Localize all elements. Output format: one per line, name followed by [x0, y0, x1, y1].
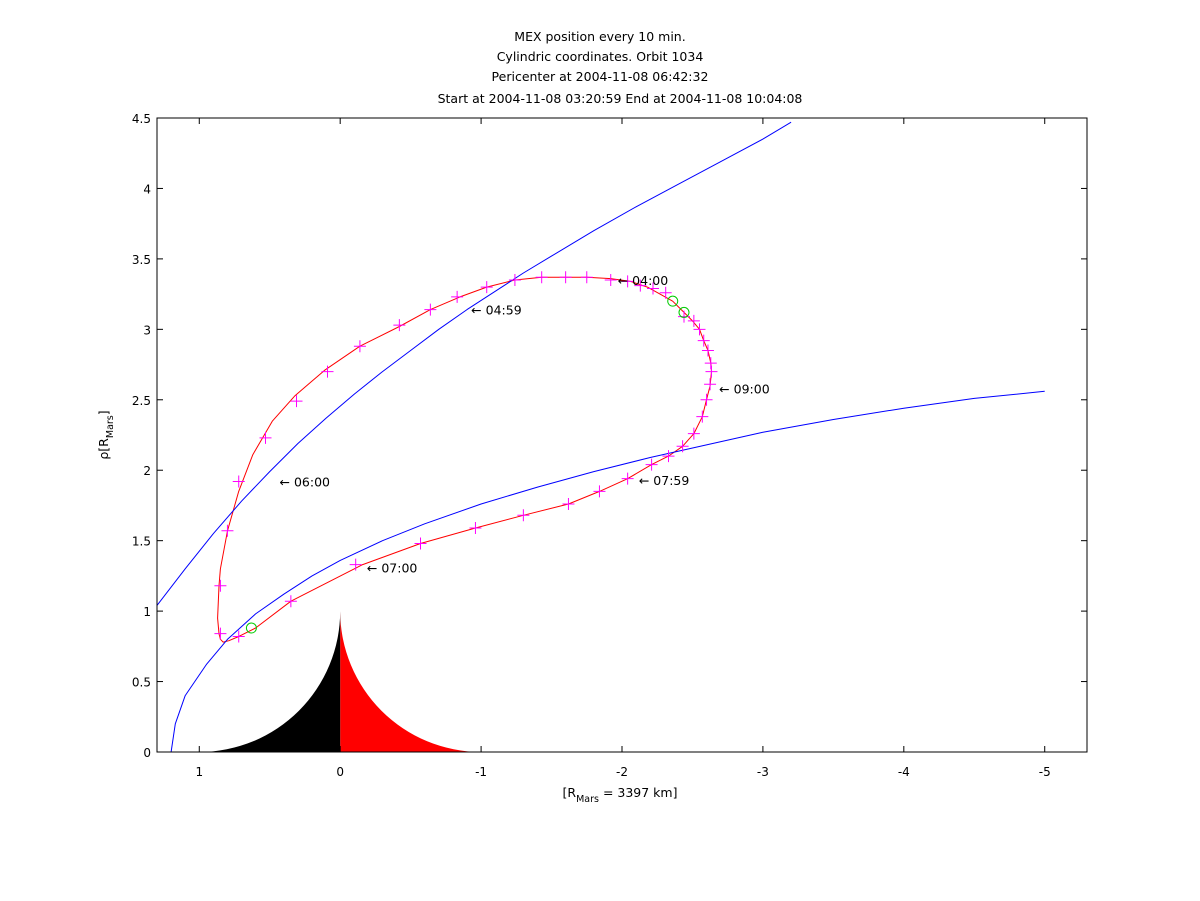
y-tick-label: 2 [143, 464, 151, 478]
title-line-1: MEX position every 10 min. [514, 29, 685, 44]
orbit-marker [508, 274, 521, 287]
orbit-marker [232, 475, 245, 488]
chart-title: MEX position every 10 min. Cylindric coo… [438, 29, 803, 106]
y-tick-label: 1 [143, 605, 151, 619]
time-annotation: ← 06:00 [280, 474, 331, 489]
orbit-marker [634, 279, 647, 292]
boundary-crossing-marker [245, 622, 257, 634]
y-tick-label: 2.5 [132, 394, 151, 408]
time-annotation: ← 07:00 [367, 560, 418, 575]
y-tick-label: 4.5 [132, 112, 151, 126]
series-boundary-outer [157, 121, 792, 606]
orbit-marker [451, 290, 464, 303]
mars-nightside [199, 611, 341, 752]
y-tick-label: 3 [143, 323, 151, 337]
orbit-marker [693, 323, 706, 336]
orbit-marker [662, 450, 675, 463]
y-axis: 0 0.5 1 1.5 2 2.5 3 3.5 4 4.5 [132, 112, 1087, 760]
orbit-marker [659, 286, 672, 299]
orbit-marker [290, 395, 303, 408]
orbit-marker [704, 357, 717, 370]
markers-layer [214, 271, 718, 643]
orbit-marker [259, 431, 272, 444]
x-axis-label-prefix: [R [563, 785, 577, 800]
x-tick-label: -1 [475, 765, 487, 779]
orbit-marker [321, 365, 334, 378]
orbit-marker [621, 472, 634, 485]
orbit-marker [604, 274, 617, 287]
title-line-3: Pericenter at 2004-11-08 06:42:32 [492, 69, 709, 84]
orbit-marker [424, 303, 437, 316]
y-tick-label: 0 [143, 746, 151, 760]
orbit-marker [517, 509, 530, 522]
x-tick-label: -4 [898, 765, 910, 779]
orbit-marker [647, 282, 659, 295]
boundary-crossing-marker [678, 306, 690, 318]
orbit-marker [593, 485, 606, 498]
series-orbit [217, 276, 712, 643]
orbit-marker [678, 310, 690, 323]
y-tick-label: 4 [143, 182, 151, 196]
orbit-marker [469, 521, 482, 534]
orbit-marker [621, 275, 634, 288]
orbit-marker [214, 579, 227, 592]
y-tick-label: 3.5 [132, 253, 151, 267]
orbit-marker [480, 281, 493, 294]
orbit-marker [353, 340, 366, 353]
orbit-marker [232, 630, 245, 643]
orbit-marker [559, 271, 572, 284]
orbit-marker [687, 427, 700, 440]
x-tick-label: -2 [616, 765, 628, 779]
orbit-marker [704, 378, 717, 391]
y-axis-label-suffix: ] [96, 410, 111, 415]
series-boundary-inner [170, 390, 1045, 752]
x-axis: 1 0 -1 -2 -3 -4 -5 [195, 118, 1051, 779]
y-axis-label-prefix: ρ[R [96, 438, 111, 460]
orbit-marker [697, 334, 710, 347]
x-tick-label: 0 [336, 765, 344, 779]
x-axis-label-suffix: = 3397 km] [599, 785, 678, 800]
x-tick-label: -5 [1039, 765, 1051, 779]
title-line-2: Cylindric coordinates. Orbit 1034 [497, 49, 704, 64]
orbit-marker [214, 627, 227, 640]
title-line-4: Start at 2004-11-08 03:20:59 End at 2004… [438, 91, 803, 106]
orbit-marker [676, 440, 689, 453]
plot-area [157, 121, 1045, 752]
boundary-crossing-marker [667, 295, 679, 307]
time-annotation: ← 09:00 [719, 382, 770, 397]
y-tick-label: 0.5 [132, 676, 151, 690]
orbit-marker [562, 498, 575, 511]
orbit-marker [349, 558, 362, 571]
x-axis-label-subscript: Mars [576, 794, 599, 805]
time-annotation: ← 07:59 [639, 473, 690, 488]
time-annotation: ← 04:00 [618, 273, 669, 288]
time-annotation: ← 04:59 [471, 303, 522, 318]
orbit-marker [700, 393, 713, 406]
orbit-marker [414, 537, 427, 550]
x-tick-label: 1 [195, 765, 203, 779]
orbit-marker [645, 458, 658, 471]
orbit-marker [696, 410, 709, 423]
orbit-marker [284, 595, 297, 608]
orbit-marker [580, 271, 593, 284]
orbit-marker [705, 365, 718, 378]
y-axis-label: ρ[RMars] [96, 410, 116, 459]
y-tick-label: 1.5 [132, 535, 151, 549]
annotations-layer: ← 04:00 ← 04:59 ← 06:00 ← 07:00 ← 07:59 ← 09:… [280, 273, 770, 575]
orbit-marker [687, 314, 700, 327]
orbit-marker [535, 271, 548, 284]
orbit-marker [701, 344, 714, 357]
mars-dayside [340, 611, 482, 752]
y-axis-label-subscript: Mars [105, 415, 116, 438]
orbit-marker [221, 524, 234, 537]
x-tick-label: -3 [757, 765, 769, 779]
x-axis-label: [RMars = 3397 km] [563, 785, 678, 805]
orbit-marker [393, 319, 406, 332]
